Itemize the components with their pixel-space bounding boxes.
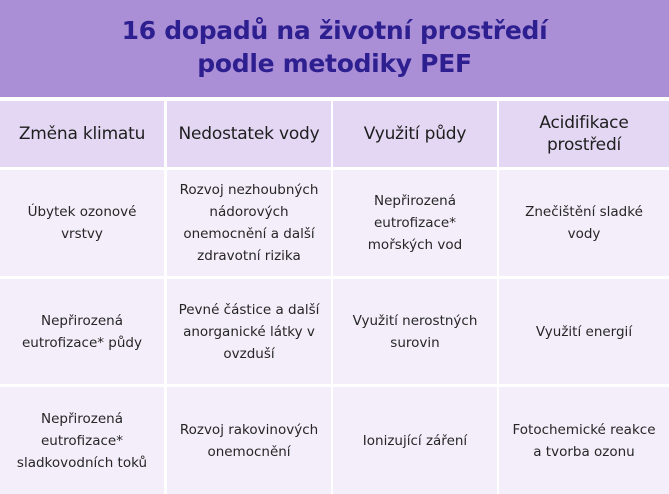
cell-text: Využití energií (535, 323, 633, 340)
table-cell: Nepřirozená eutrofizace* půdy (0, 279, 164, 384)
cell-text: Nepřirozená eutrofizace* mořských vod (367, 193, 463, 253)
header-land-use: Využití půdy (333, 101, 497, 167)
table-cell: Nepřirozená eutrofizace* sladkovodních t… (0, 387, 164, 494)
table-cell: Využití nerostných surovin (333, 279, 497, 384)
cell-text: Ionizující záření (362, 432, 468, 449)
cell-text: Pevné částice a další anorganické látky … (178, 301, 320, 362)
table-cell: Rozvoj rakovinových onemocnění (167, 387, 331, 494)
cell-text: Rozvoj rakovinových onemocnění (179, 421, 319, 460)
header-water-scarcity: Nedostatek vody (167, 101, 331, 167)
table-cell: Pevné částice a další anorganické látky … (167, 279, 331, 384)
cell-text: Využití nerostných surovin (352, 312, 478, 351)
page-title: 16 dopadů na životní prostředí podle met… (0, 14, 669, 80)
cell-text: Nepřirozená eutrofizace* půdy (22, 312, 142, 351)
table-cell: Nepřirozená eutrofizace* mořských vod (333, 170, 497, 276)
table-cell: Rozvoj nezhoubných nádorových onemocnění… (167, 170, 331, 276)
title-line-2: podle metodiky PEF (197, 49, 472, 78)
header-acidification: Acidifikace prostředí (499, 101, 669, 167)
title-banner: 16 dopadů na životní prostředí podle met… (0, 0, 669, 97)
table-cell: Úbytek ozonové vrstvy (0, 170, 164, 276)
cell-text: Fotochemické reakce a tvorba ozonu (512, 421, 656, 460)
cell-text: Úbytek ozonové vrstvy (27, 204, 137, 242)
table-cell: Ionizující záření (333, 387, 497, 494)
cell-text: Rozvoj nezhoubných nádorových onemocnění… (179, 182, 319, 264)
table-cell: Fotochemické reakce a tvorba ozonu (499, 387, 669, 494)
table-cell: Využití energií (499, 279, 669, 384)
header-climate-change: Změna klimatu (0, 101, 164, 167)
title-line-1: 16 dopadů na životní prostředí (121, 16, 548, 45)
cell-text: Nepřirozená eutrofizace* sladkovodních t… (16, 410, 148, 471)
table-cell: Znečištění sladké vody (499, 170, 669, 276)
cell-text: Znečištění sladké vody (525, 204, 643, 242)
